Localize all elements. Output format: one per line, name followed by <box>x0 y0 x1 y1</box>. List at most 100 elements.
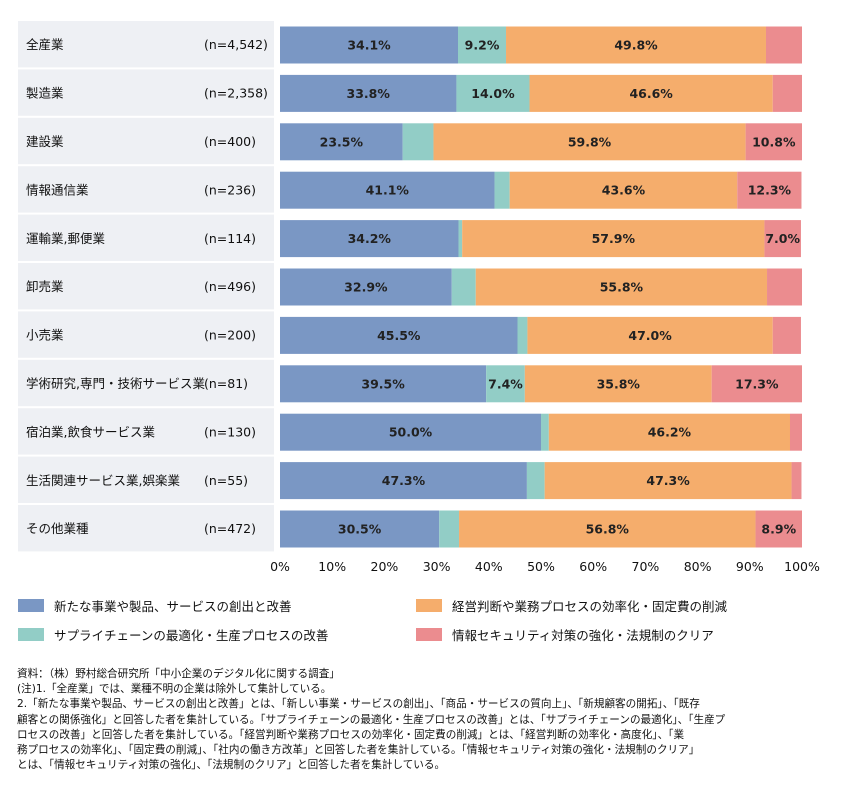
category-panel <box>18 408 274 455</box>
x-tick-label: 50% <box>527 559 555 574</box>
source-notes: 資料：（株）野村総合研究所「中小企業のデジタル化に関する調査」 (注)1.「全産… <box>17 667 837 773</box>
bar-segment <box>529 74 773 112</box>
legend-item-new-business: 新たな事業や製品、サービスの創出と改善 <box>18 596 292 615</box>
bar-segment <box>280 462 527 500</box>
legend-swatch <box>416 628 442 641</box>
sample-size-label: (n=236) <box>204 182 256 197</box>
value-label: 23.5% <box>320 134 364 149</box>
category-label: 運輸業,郵便業 <box>26 231 105 246</box>
value-label: 30.5% <box>338 522 382 537</box>
bar-segment <box>772 316 801 354</box>
legend-label: 情報セキュリティ対策の強化・法規制のクリア <box>452 628 714 643</box>
bar-segment <box>458 26 507 64</box>
chart-legend: 新たな事業や製品、サービスの創出と改善 サプライチェーンの最適化・生産プロセスの… <box>18 596 830 654</box>
bar-segment <box>527 316 773 354</box>
category-label: 卸売業 <box>26 279 64 294</box>
note-line: 2.「新たな事業や製品、サービスの創出と改善」とは、「新しい事業・サービスの創出… <box>17 698 700 711</box>
legend-swatch <box>18 628 44 641</box>
bar-segment <box>506 26 766 64</box>
bar-segment <box>280 123 403 161</box>
note-line: 顧客との関係強化」と回答した者を集計している。「サプライチェーンの最適化・生産プ… <box>17 713 726 726</box>
sample-size-label: (n=2,358) <box>204 86 268 101</box>
bar-segment <box>280 171 495 209</box>
bar-segment <box>402 123 434 161</box>
value-label: 39.5% <box>361 376 405 391</box>
legend-item-efficiency: 経営判断や業務プロセスの効率化・固定費の削減 <box>416 596 727 615</box>
value-label: 14.0% <box>471 86 515 101</box>
bar-segment <box>280 365 487 403</box>
sample-size-label: (n=114) <box>204 231 256 246</box>
category-panel <box>18 311 274 358</box>
value-label: 7.4% <box>488 376 523 391</box>
category-label: 宿泊業,飲食サービス業 <box>26 424 155 439</box>
category-label: 全産業 <box>26 37 64 52</box>
value-label: 57.9% <box>592 231 636 246</box>
value-label: 10.8% <box>752 134 796 149</box>
bar-segment <box>280 268 452 306</box>
bar-segment <box>280 413 541 451</box>
category-panel <box>18 456 274 503</box>
sample-size-label: (n=130) <box>204 424 256 439</box>
sample-size-label: (n=472) <box>204 521 256 536</box>
bar-segment <box>526 462 545 500</box>
bar-segment <box>475 268 768 306</box>
bar-segment <box>789 413 802 451</box>
category-panel <box>18 263 274 310</box>
value-label: 46.6% <box>629 86 673 101</box>
category-label: 製造業 <box>26 86 64 101</box>
bar-segment <box>765 26 802 64</box>
bar-segment <box>280 316 518 354</box>
bar-segment <box>459 510 756 548</box>
bar-segment <box>517 316 528 354</box>
x-tick-label: 60% <box>579 559 607 574</box>
legend-item-security: 情報セキュリティ対策の強化・法規制のクリア <box>416 625 714 644</box>
bar-segment <box>280 74 457 112</box>
sample-size-label: (n=55) <box>204 473 248 488</box>
bar-segment <box>711 365 802 403</box>
legend-label: 新たな事業や製品、サービスの創出と改善 <box>54 599 292 614</box>
x-tick-label: 10% <box>318 559 346 574</box>
value-label: 50.0% <box>389 425 433 440</box>
stacked-bar-chart: 全産業 (n=4,542) 製造業 (n=2,358) 建設業 (n=400) 情報通信業 (… <box>18 21 820 574</box>
bar-segment <box>456 74 530 112</box>
value-label: 12.3% <box>748 183 792 198</box>
category-panel <box>18 21 274 68</box>
value-label: 8.9% <box>761 522 796 537</box>
bar-segment <box>745 123 802 161</box>
bar-segment <box>772 74 802 112</box>
note-line: 資料：（株）野村総合研究所「中小企業のデジタル化に関する調査」 <box>17 668 340 680</box>
bar-segment <box>458 220 463 258</box>
category-panel <box>18 359 274 407</box>
value-label: 35.8% <box>597 376 641 391</box>
legend-label: サプライチェーンの最適化・生産プロセスの改善 <box>54 628 329 643</box>
value-label: 33.8% <box>347 86 391 101</box>
x-tick-label: 100% <box>784 559 820 574</box>
note-line: ロセスの改善」と回答した者を集計している。「経営判断や業務プロセスの効率化・固定… <box>17 728 685 741</box>
category-panel <box>18 166 274 213</box>
value-label: 7.0% <box>765 231 800 246</box>
legend-item-supply-chain: サプライチェーンの最適化・生産プロセスの改善 <box>18 625 328 644</box>
bar-segment <box>433 123 746 161</box>
bar-segment <box>524 365 712 403</box>
legend-swatch <box>416 599 442 612</box>
bar-segment <box>764 220 801 258</box>
bar-segment <box>486 365 525 403</box>
note-line: とは、「情報セキュリティ対策の強化」、「法規制のクリア」と回答した者を集計してい… <box>17 759 446 772</box>
value-label: 43.6% <box>602 183 646 198</box>
category-label: 生活関連サービス業,娯楽業 <box>26 473 180 488</box>
note-line: (注)1.「全産業」では、業種不明の企業は除外して集計している。 <box>17 683 332 696</box>
value-label: 34.1% <box>347 38 391 53</box>
sample-size-label: (n=496) <box>204 279 256 294</box>
bar-segment <box>541 413 549 451</box>
value-label: 46.2% <box>648 425 692 440</box>
value-label: 56.8% <box>586 522 630 537</box>
value-label: 55.8% <box>600 280 644 295</box>
bar-segment <box>544 462 792 500</box>
legend-swatch <box>18 599 44 612</box>
x-tick-label: 20% <box>371 559 399 574</box>
category-panel <box>18 117 274 165</box>
bar-segment <box>494 171 510 209</box>
bar-segment <box>280 220 459 258</box>
bar-segment <box>280 26 459 64</box>
category-label: 小売業 <box>26 328 64 343</box>
